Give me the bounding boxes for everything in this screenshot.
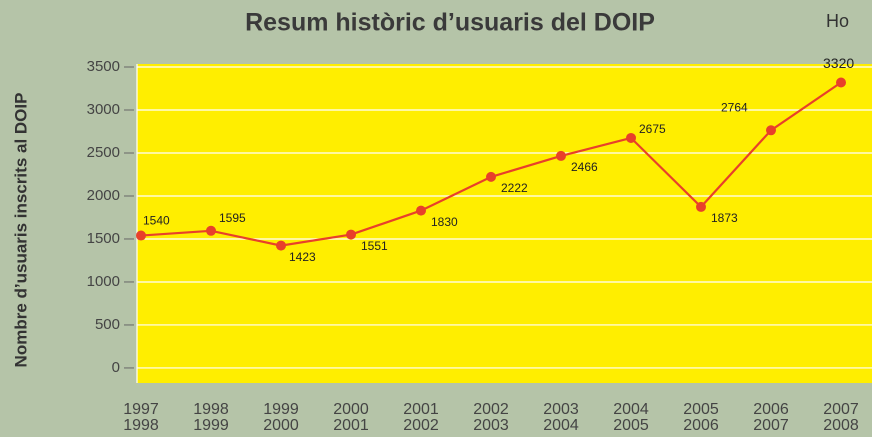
x-tick-label: 2004	[613, 401, 649, 418]
x-tick-label: 2007	[753, 417, 789, 434]
x-tick-label: 2002	[403, 417, 439, 434]
x-tick-label: 1998	[123, 417, 159, 434]
y-tick-label: 0	[112, 359, 120, 376]
x-tick-label: 1998	[193, 401, 229, 418]
x-tick-label: 1997	[123, 401, 159, 418]
x-tick-label: 2005	[613, 417, 649, 434]
x-tick-label: 2000	[333, 401, 369, 418]
x-tick-label: 2005	[683, 401, 719, 418]
marker	[486, 171, 496, 182]
marker	[836, 77, 846, 88]
y-axis-label: Nombre d’usuaris inscrits al DOIP	[11, 93, 30, 368]
data-label: 1873	[711, 211, 738, 225]
y-tick-label: 2000	[87, 187, 120, 204]
y-tick-label: 2500	[87, 144, 120, 161]
x-tick-label: 1999	[193, 417, 229, 434]
x-tick-label: 2006	[683, 417, 719, 434]
data-label: 2466	[571, 160, 598, 174]
x-tick-label: 2000	[263, 417, 299, 434]
marker	[346, 229, 356, 240]
marker	[276, 240, 286, 251]
data-label: 1423	[289, 250, 316, 264]
data-label: 2222	[501, 181, 528, 195]
x-tick-label: 2008	[823, 417, 859, 434]
y-tick-label: 3000	[87, 101, 120, 118]
x-tick-label: 2004	[543, 417, 579, 434]
marker	[696, 201, 706, 212]
plot-area	[137, 64, 872, 383]
marker	[626, 132, 636, 143]
marker	[136, 230, 146, 241]
y-tick-label: 1500	[87, 230, 120, 247]
data-label: 1595	[219, 211, 246, 225]
marker	[556, 150, 566, 161]
x-tick-label: 2001	[403, 401, 439, 418]
marker	[766, 125, 776, 136]
chart-title: Resum històric d’usuaris del DOIP	[245, 9, 655, 37]
x-tick-label: 2003	[473, 417, 509, 434]
marker	[416, 205, 426, 216]
x-tick-label: 2006	[753, 401, 789, 418]
marker	[206, 225, 216, 236]
annotation: Ho	[826, 11, 849, 31]
x-tick-label: 2002	[473, 401, 509, 418]
data-label: 1551	[361, 239, 388, 253]
data-label: 1540	[143, 214, 170, 228]
y-tick-label: 500	[95, 316, 120, 333]
x-tick-label: 2007	[823, 401, 859, 418]
data-label: 3320	[823, 55, 854, 71]
data-label: 1830	[431, 215, 458, 229]
data-label: 2764	[721, 100, 748, 114]
y-tick-label: 1000	[87, 273, 120, 290]
x-tick-label: 2001	[333, 417, 369, 434]
x-tick-label: 2003	[543, 401, 579, 418]
y-tick-label: 3500	[87, 58, 120, 75]
data-label: 2675	[639, 122, 666, 136]
x-tick-label: 1999	[263, 401, 299, 418]
